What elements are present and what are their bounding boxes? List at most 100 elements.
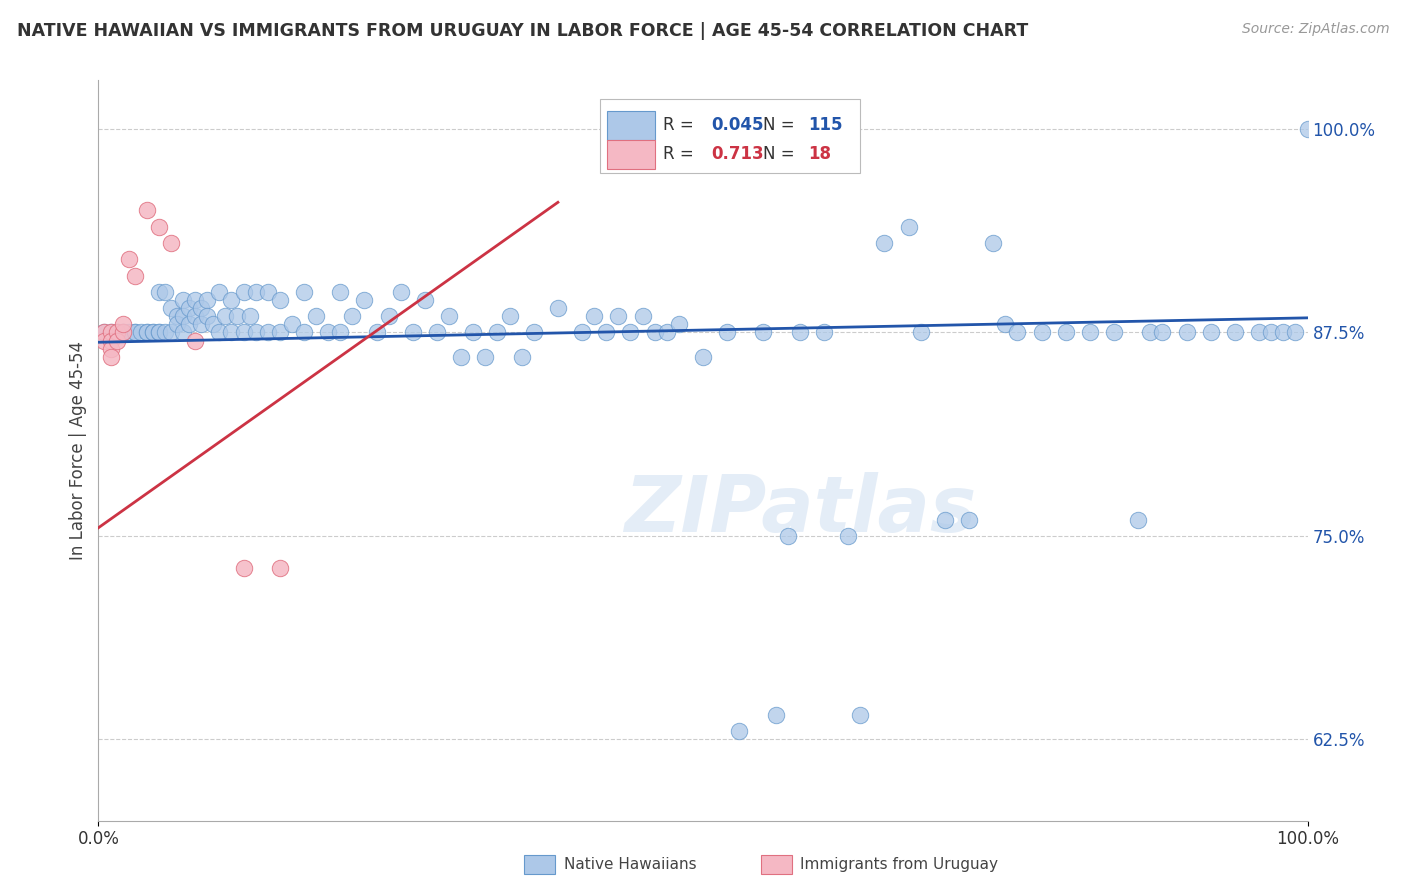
Point [148,326,170,340]
Point [160,235,183,250]
Point [752,326,775,340]
Point [498,310,520,324]
Point [221,326,243,340]
Point [1249,326,1271,340]
Point [1078,326,1101,340]
Point [1031,326,1053,340]
Point [105,326,128,340]
Point [269,561,291,575]
Point [124,326,146,340]
Point [100,334,122,348]
Point [100,350,122,364]
Point [124,268,146,283]
Text: 0.045: 0.045 [711,116,763,134]
Point [269,326,291,340]
Point [595,326,617,340]
Point [111,326,134,340]
Point [208,326,231,340]
Text: 115: 115 [808,116,842,134]
Point [239,310,262,324]
Point [305,310,328,324]
Point [668,318,690,332]
Point [245,285,267,299]
Point [135,326,157,340]
Point [789,326,811,340]
Point [160,301,183,315]
Point [100,326,122,340]
Text: 18: 18 [808,145,831,163]
Point [214,310,236,324]
Point [463,326,485,340]
Point [256,326,278,340]
FancyBboxPatch shape [607,111,655,139]
Point [353,293,375,307]
Point [329,326,352,340]
Point [389,285,412,299]
Point [148,285,170,299]
Point [813,326,835,340]
Point [342,310,364,324]
Point [1175,326,1198,340]
Point [111,326,134,340]
Point [111,326,134,340]
Text: Source: ZipAtlas.com: Source: ZipAtlas.com [1241,22,1389,37]
Point [1223,326,1246,340]
Point [426,326,449,340]
Point [100,342,122,356]
Text: N =: N = [763,145,800,163]
Point [245,326,267,340]
Text: R =: R = [664,116,699,134]
Point [571,326,593,340]
Point [957,513,980,527]
Point [776,529,799,543]
Point [450,350,472,364]
Point [148,219,170,234]
Point [1007,326,1029,340]
Point [105,326,128,340]
Point [281,318,304,332]
Point [897,219,920,234]
Point [221,293,243,307]
Point [184,293,207,307]
Point [153,285,176,299]
Point [135,203,157,218]
Text: N =: N = [763,116,800,134]
Point [607,310,630,324]
Point [474,350,496,364]
Point [934,513,956,527]
Point [184,334,207,348]
Point [837,529,859,543]
Point [655,326,678,340]
Point [413,293,436,307]
Point [179,301,201,315]
Point [111,318,134,332]
Point [232,326,254,340]
Point [994,318,1017,332]
Point [402,326,425,340]
Point [583,310,606,324]
Text: ZIPatlas: ZIPatlas [624,472,976,548]
Point [486,326,509,340]
Text: R =: R = [664,145,699,163]
Point [523,326,546,340]
Point [619,326,641,340]
Point [765,707,787,722]
Text: NATIVE HAWAIIAN VS IMMIGRANTS FROM URUGUAY IN LABOR FORCE | AGE 45-54 CORRELATIO: NATIVE HAWAIIAN VS IMMIGRANTS FROM URUGU… [17,22,1028,40]
Point [1102,326,1125,340]
Point [190,318,212,332]
Point [269,293,291,307]
Point [160,326,183,340]
Text: Immigrants from Uruguay: Immigrants from Uruguay [800,857,998,871]
Point [256,285,278,299]
Point [232,561,254,575]
Point [135,326,157,340]
Point [166,310,188,324]
Point [437,310,460,324]
Point [148,326,170,340]
Point [910,326,932,340]
Point [292,285,315,299]
Point [316,326,339,340]
Point [1152,326,1174,340]
Point [179,318,201,332]
Point [142,326,165,340]
